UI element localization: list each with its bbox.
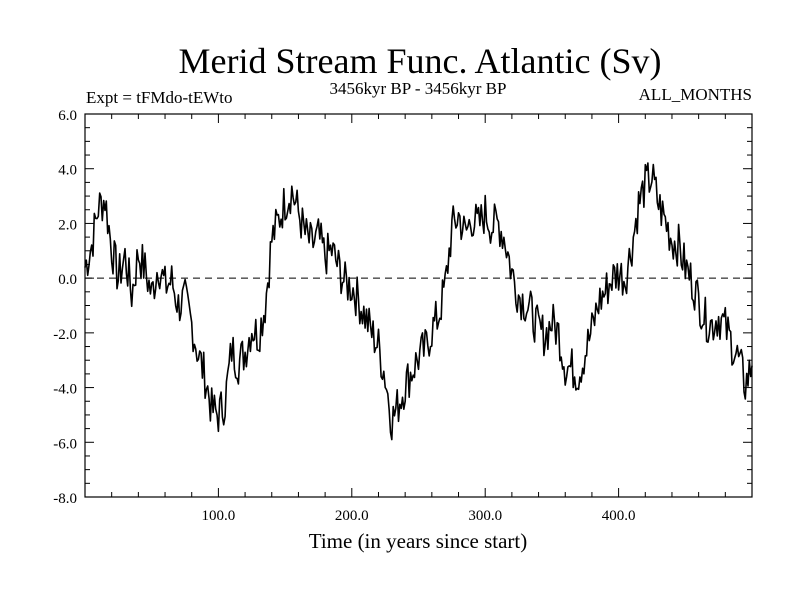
y-tick-label: -6.0 <box>53 436 77 452</box>
x-axis: 100.0 200.0 300.0 400.0 <box>111 114 726 524</box>
y-tick-label: -8.0 <box>53 491 77 507</box>
y-tick-label: 2.0 <box>58 217 77 233</box>
series-group <box>84 162 753 441</box>
y-tick-label: -4.0 <box>53 382 77 398</box>
subtitle-center: 3456kyr BP - 3456kyr BP <box>330 79 507 98</box>
y-tick-label: 4.0 <box>58 163 77 179</box>
x-tick-label: 100.0 <box>202 508 236 524</box>
y-tick-label: 0.0 <box>58 272 77 288</box>
x-tick-label: 400.0 <box>602 508 636 524</box>
y-axis: 6.0 4.0 2.0 0.0 -2.0 -4.0 -6.0 -8.0 <box>53 108 752 507</box>
chart-title: Merid Stream Func. Atlantic (Sv) <box>179 41 662 81</box>
y-tick-label: 6.0 <box>58 108 77 124</box>
x-axis-label: Time (in years since start) <box>309 529 528 553</box>
x-tick-label: 200.0 <box>335 508 369 524</box>
y-tick-label: -2.0 <box>53 327 77 343</box>
subtitle-right: ALL_MONTHS <box>639 85 752 104</box>
subtitle-left: Expt = tFMdo-tEWto <box>86 88 233 107</box>
x-tick-label: 300.0 <box>468 508 502 524</box>
series-line <box>84 162 753 441</box>
